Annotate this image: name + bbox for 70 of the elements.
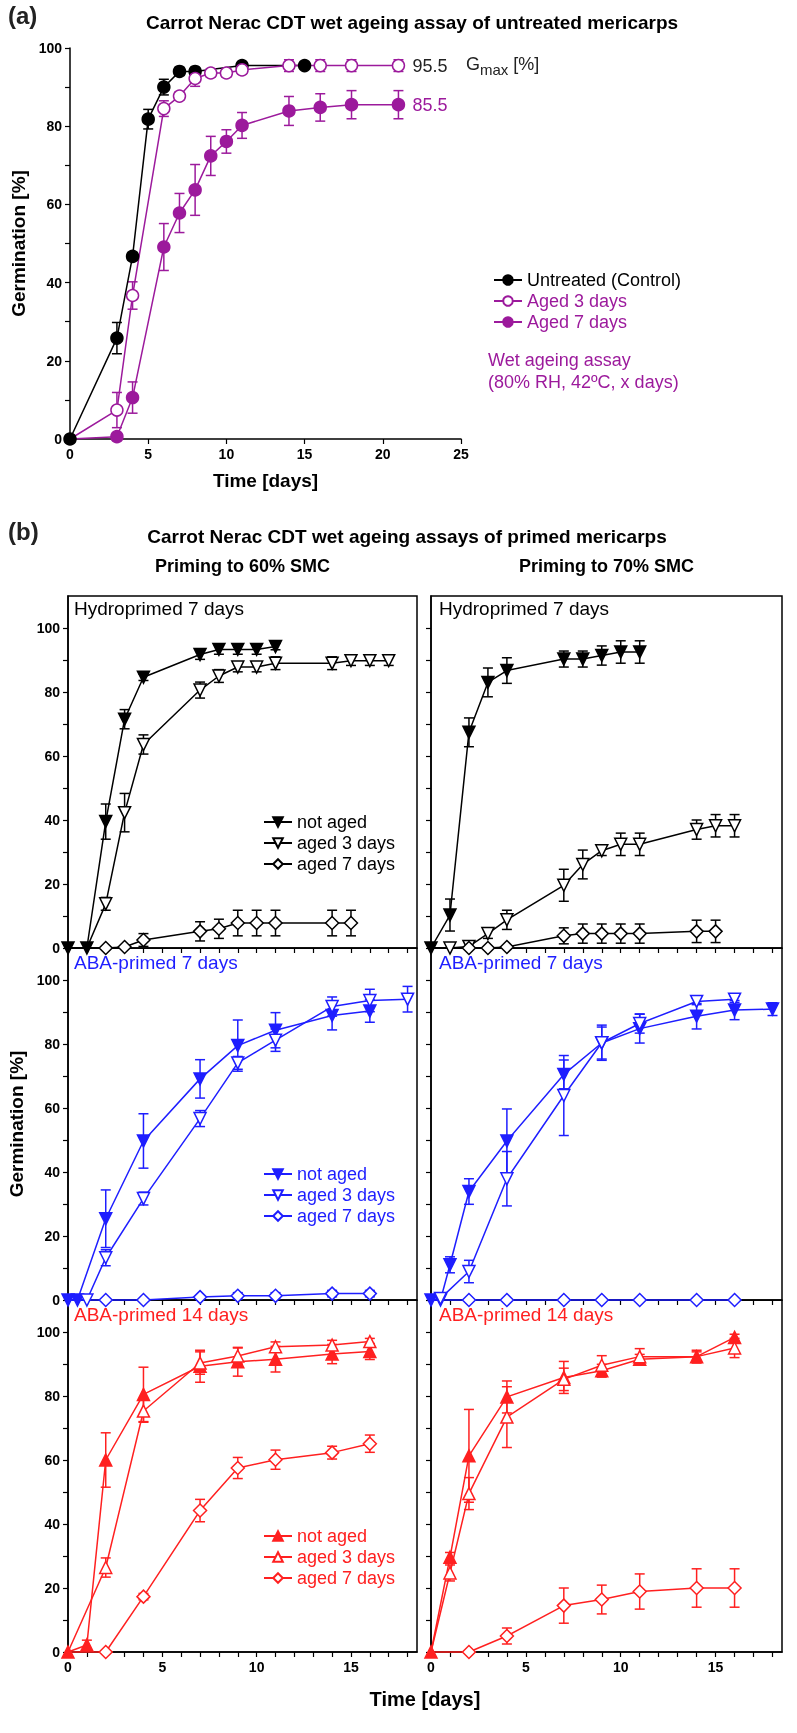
y-tick-label: 0 <box>54 431 63 447</box>
chart-title: Carrot Nerac CDT wet ageing assays of primed mericarps <box>146 526 668 548</box>
annotation: 85.5 <box>412 94 448 115</box>
legend-label: aged 7 days <box>297 854 396 874</box>
x-tick-label: 10 <box>248 1659 265 1675</box>
legend-label: not aged <box>297 1526 368 1546</box>
y-tick-label: 40 <box>44 812 61 828</box>
text: (b) <box>8 518 39 547</box>
legend-label: aged 3 days <box>297 1185 396 1205</box>
y-tick-label: 100 <box>36 972 61 988</box>
y-tick-label: 0 <box>52 1644 61 1660</box>
y-tick-label: 20 <box>44 1580 61 1596</box>
legend-label: Untreated (Control) <box>527 270 682 290</box>
y-tick-label: 80 <box>44 1036 61 1052</box>
y-tick-label: 60 <box>44 1100 61 1116</box>
y-tick-label: 80 <box>44 684 61 700</box>
y-axis-title: Germination [%] <box>8 170 29 317</box>
x-tick-label: 0 <box>66 446 75 462</box>
y-axis-title: Germination [%] <box>5 1050 27 1198</box>
x-tick-label: 25 <box>453 446 469 462</box>
legend-label: aged 3 days <box>297 833 396 853</box>
y-tick-label: 80 <box>44 1388 61 1404</box>
legend-label: Aged 7 days <box>527 312 628 332</box>
x-tick-label: 0 <box>64 1659 73 1675</box>
legend-label: aged 7 days <box>297 1568 396 1588</box>
x-tick-label: 15 <box>707 1659 724 1675</box>
chart-subtitle: Priming to 70% SMC <box>518 556 695 577</box>
y-tick-label: 60 <box>44 1452 61 1468</box>
legend-label: aged 3 days <box>297 1547 396 1567</box>
y-tick-label: 20 <box>44 876 61 892</box>
x-tick-label: 15 <box>296 446 313 462</box>
annotation: ABA-primed 7 days <box>439 952 603 975</box>
y-tick-label: 100 <box>38 40 63 56</box>
text: G$_{max}$ [%] <box>466 54 540 79</box>
x-tick-label: 5 <box>521 1659 530 1675</box>
annotation: ABA-primed 7 days <box>74 952 238 975</box>
y-tick-label: 40 <box>46 274 63 291</box>
y-tick-label: 0 <box>52 1292 61 1308</box>
y-tick-label: 80 <box>46 118 63 135</box>
x-tick-label: 5 <box>144 446 153 462</box>
y-tick-label: 20 <box>44 1228 61 1244</box>
legend-label: not aged <box>297 1164 368 1184</box>
x-tick-label: 0 <box>427 1659 436 1675</box>
x-tick-label: 20 <box>375 446 391 462</box>
y-tick-label: 60 <box>46 196 63 213</box>
annotation: ABA-primed 14 days <box>74 1304 249 1327</box>
x-tick-label: 15 <box>343 1659 359 1675</box>
x-tick-label: 5 <box>158 1659 167 1675</box>
y-tick-label: 60 <box>44 748 61 764</box>
annotation: 95.5 <box>412 55 448 76</box>
y-tick-label: 40 <box>44 1516 61 1532</box>
chart-title: Carrot Nerac CDT wet ageing assay of untreated mericarps <box>144 12 680 34</box>
y-tick-label: 100 <box>36 1324 61 1340</box>
x-axis-title: Time [days] <box>368 1688 482 1711</box>
legend-label: not aged <box>297 812 368 832</box>
x-axis-title: Time [days] <box>212 470 319 491</box>
x-tick-label: 10 <box>612 1659 629 1675</box>
x-tick-label: 10 <box>218 446 235 462</box>
y-tick-label: 40 <box>44 1164 61 1180</box>
chart-subtitle: Priming to 60% SMC <box>154 556 331 577</box>
annotation: Hydroprimed 7 days <box>439 598 610 621</box>
y-tick-label: 20 <box>46 352 63 369</box>
y-tick-label: 0 <box>52 940 61 956</box>
y-tick-label: 100 <box>36 620 61 636</box>
annotation: ABA-primed 14 days <box>439 1304 614 1327</box>
text: Wet ageing assay (80% RH, 42ºC, x days) <box>488 350 679 394</box>
text: (a) <box>8 2 38 31</box>
legend-label: aged 7 days <box>297 1206 396 1226</box>
legend-label: Aged 3 days <box>527 291 628 311</box>
annotation: Hydroprimed 7 days <box>74 598 245 621</box>
